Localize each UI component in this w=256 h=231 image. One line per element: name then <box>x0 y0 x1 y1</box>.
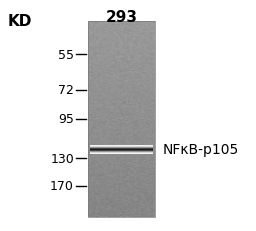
Text: 95: 95 <box>58 113 74 126</box>
Text: 130: 130 <box>50 152 74 165</box>
Text: 293: 293 <box>105 10 137 25</box>
Text: NFκB-p105: NFκB-p105 <box>163 143 239 157</box>
Text: 55: 55 <box>58 49 74 61</box>
Bar <box>88 22 155 217</box>
Text: KD: KD <box>8 14 32 29</box>
Text: 72: 72 <box>58 84 74 97</box>
Text: 170: 170 <box>50 179 74 192</box>
